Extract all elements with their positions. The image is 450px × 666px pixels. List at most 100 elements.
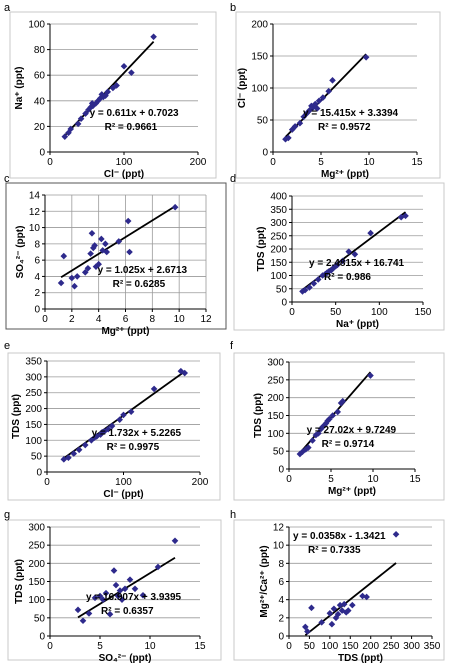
- y-axis-title: Na⁺ (ppt): [14, 66, 25, 109]
- data-point: [367, 372, 374, 379]
- x-tick-label: 0: [47, 157, 53, 168]
- trend-equation: y = 0.0358x - 1.3421: [293, 531, 386, 542]
- data-point: [339, 397, 347, 405]
- trend-equation: y = 2.4815x + 16.741: [309, 258, 405, 269]
- data-point: [74, 606, 82, 614]
- trendline: [301, 211, 407, 291]
- data-point: [313, 105, 321, 112]
- x-tick-label: 0: [289, 307, 295, 318]
- data-point: [102, 589, 110, 597]
- y-tick-label: 0: [39, 148, 45, 159]
- y-tick-label: 4: [278, 595, 284, 606]
- data-point: [67, 125, 75, 133]
- data-point: [310, 280, 318, 287]
- data-point: [329, 412, 336, 419]
- data-point: [68, 274, 76, 282]
- trend-equation: y = 27.02x + 9.7249: [307, 425, 397, 436]
- trend-equation: y = 16.907x + 3.9395: [86, 592, 182, 603]
- x-tick-label: 0: [44, 477, 50, 488]
- data-point: [363, 593, 370, 601]
- data-point: [102, 240, 109, 248]
- y-tick-label: 300: [25, 372, 42, 383]
- y-tick-label: 12: [273, 523, 285, 534]
- x-tick-label: 50: [304, 641, 316, 652]
- data-point: [317, 425, 325, 433]
- data-point: [60, 252, 68, 260]
- data-point: [93, 433, 101, 440]
- x-axis-title: Mg²⁺ (ppt): [328, 486, 376, 497]
- data-point: [177, 367, 185, 375]
- data-point: [351, 251, 359, 258]
- panel-letter: c: [4, 173, 10, 185]
- data-point: [299, 448, 306, 456]
- data-point: [118, 596, 126, 603]
- data-point: [116, 587, 124, 594]
- x-tick-label: 150: [342, 641, 359, 652]
- data-point: [282, 135, 289, 143]
- panel-letter: d: [230, 173, 236, 185]
- data-point: [338, 607, 346, 614]
- y-tick-label: 2: [278, 613, 284, 624]
- data-point: [65, 454, 72, 462]
- y-tick-label: 400: [270, 192, 287, 203]
- y-tick-label: 10: [29, 223, 41, 234]
- y-tick-label: 50: [273, 447, 285, 458]
- data-point: [128, 69, 135, 76]
- trend-equation: y = 0.611x + 0.7023: [90, 108, 179, 119]
- data-point: [325, 268, 332, 275]
- y-tick-label: 300: [270, 218, 287, 229]
- trend-equation: y = 1.732x + 5.2265: [92, 428, 182, 439]
- data-point: [96, 592, 104, 600]
- y-tick-label: 50: [31, 452, 43, 463]
- y-axis-title: TDS (ppt): [253, 393, 264, 438]
- x-tick-label: 15: [194, 641, 206, 652]
- data-point: [392, 530, 400, 538]
- data-point: [113, 82, 120, 89]
- data-point: [75, 446, 83, 454]
- y-tick-label: 150: [251, 52, 268, 63]
- y-tick-label: 250: [28, 541, 45, 552]
- data-point: [171, 203, 179, 211]
- y-tick-label: 250: [270, 231, 287, 242]
- data-point: [81, 441, 89, 449]
- data-point: [339, 257, 346, 265]
- y-tick-label: 250: [25, 388, 42, 399]
- x-tick-label: 200: [192, 477, 209, 488]
- x-tick-label: 10: [363, 157, 375, 168]
- x-tick-label: 6: [123, 314, 129, 325]
- data-point: [314, 276, 322, 283]
- data-point: [309, 437, 316, 444]
- data-point: [60, 456, 68, 463]
- x-tick-label: 0: [42, 314, 48, 325]
- y-axis-title: TDS (ppt): [11, 394, 22, 439]
- x-tick-label: 10: [174, 314, 186, 325]
- panel-letter: h: [230, 509, 236, 521]
- data-point: [127, 408, 135, 416]
- panel-border: [235, 11, 441, 179]
- r-squared: R² = 0.986: [324, 272, 371, 283]
- data-point: [345, 248, 353, 255]
- y-axis-title: Cl⁻ (ppt): [237, 68, 248, 108]
- data-point: [171, 537, 179, 545]
- x-axis-title: Na⁺ (ppt): [336, 319, 379, 330]
- data-point: [367, 229, 374, 237]
- y-tick-label: 200: [25, 404, 42, 415]
- data-point: [108, 422, 116, 430]
- data-point: [315, 97, 323, 105]
- y-tick-label: 10: [273, 541, 285, 552]
- data-point: [326, 415, 333, 423]
- y-tick-label: 100: [28, 20, 45, 31]
- panel-border: [233, 182, 445, 331]
- y-tick-label: 0: [278, 632, 284, 643]
- data-point: [302, 446, 310, 453]
- data-point: [79, 617, 87, 625]
- y-tick-label: 0: [278, 465, 284, 476]
- y-tick-label: 250: [267, 375, 284, 386]
- x-axis-title: Cl⁻ (ppt): [103, 489, 143, 500]
- data-point: [329, 77, 336, 84]
- data-point: [154, 563, 162, 571]
- data-point: [97, 431, 104, 438]
- data-point: [325, 87, 332, 95]
